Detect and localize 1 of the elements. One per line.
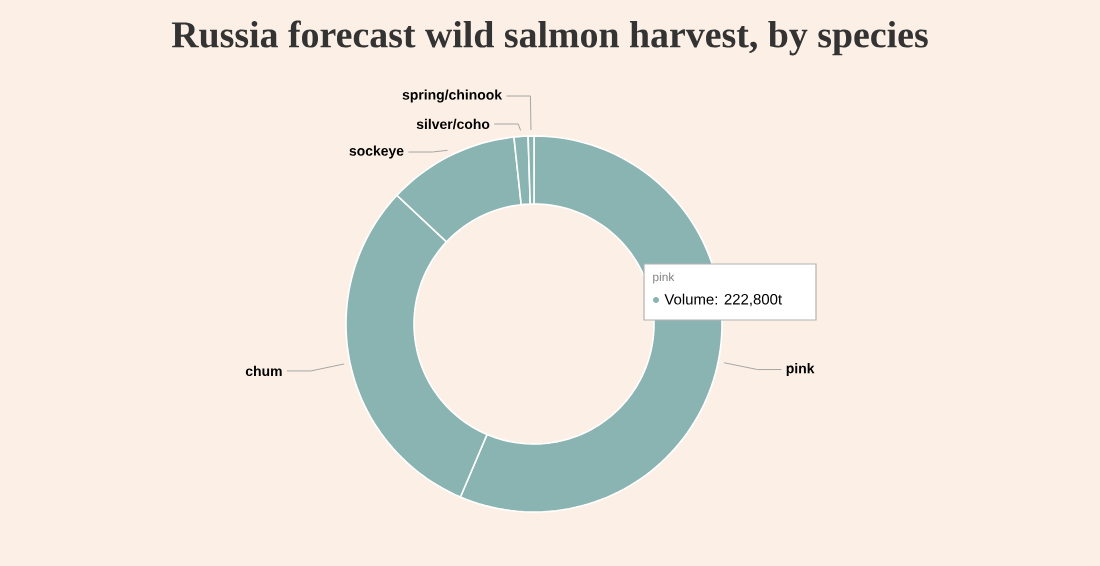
- chart-title: Russia forecast wild salmon harvest, by species: [171, 20, 928, 56]
